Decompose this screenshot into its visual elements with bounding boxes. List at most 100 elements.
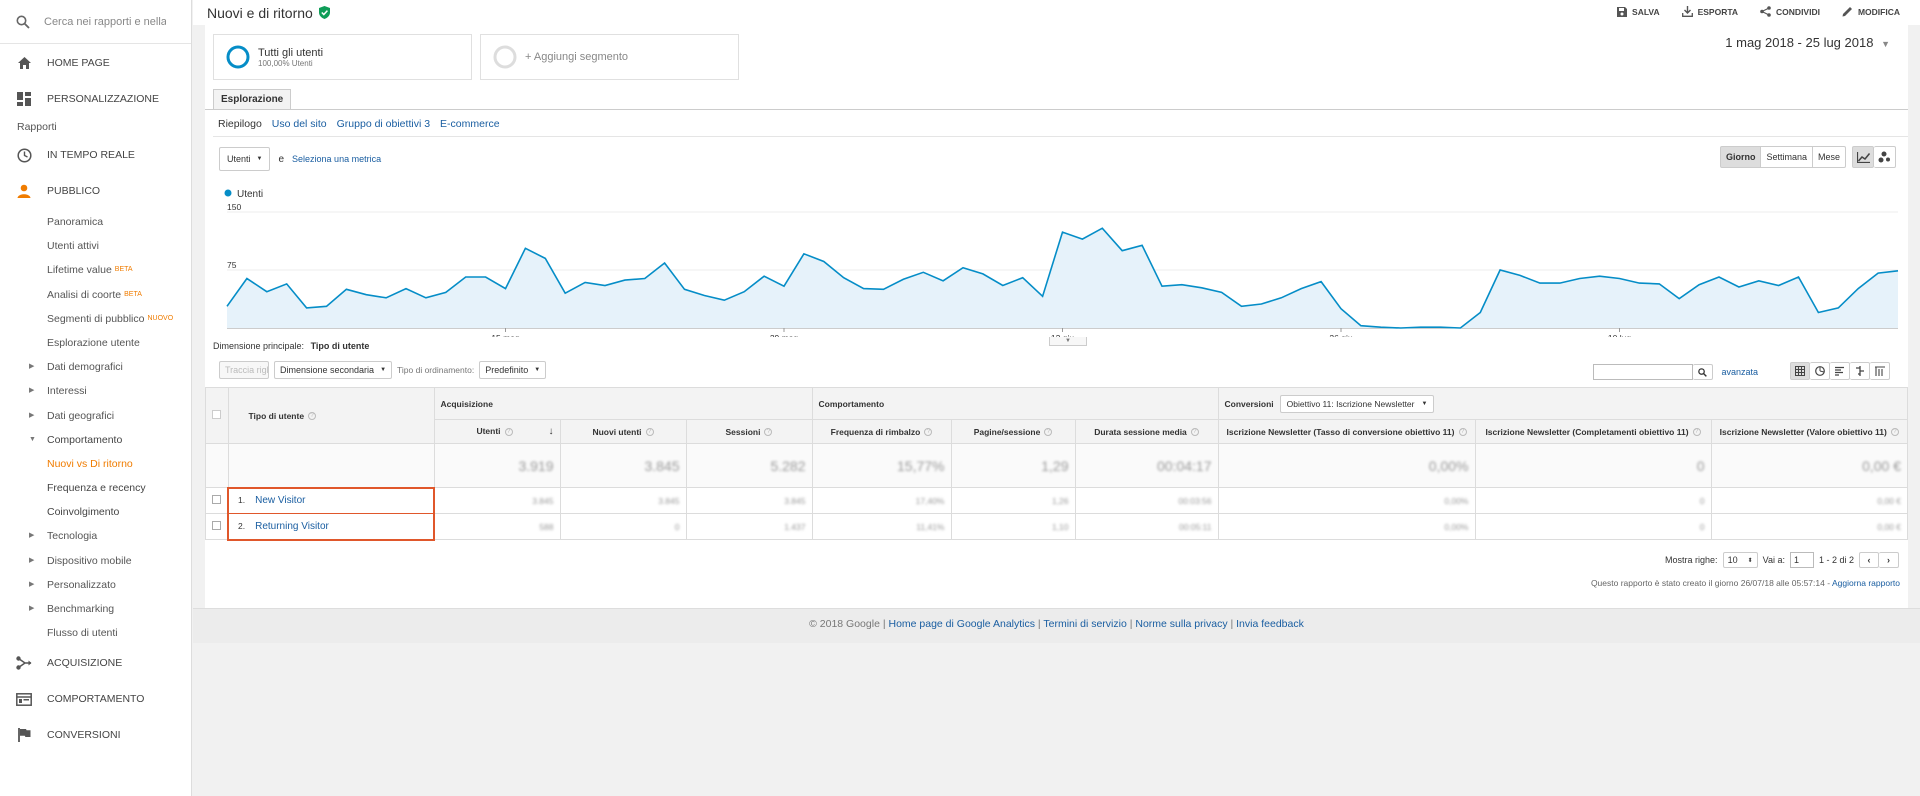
help-icon[interactable]: ? <box>764 428 773 437</box>
export-button[interactable]: ESPORTA <box>1681 6 1738 17</box>
nav-personalizzato[interactable]: ▶ Personalizzato <box>0 573 191 597</box>
help-icon[interactable]: ? <box>1890 428 1899 437</box>
sidebar-search[interactable]: Cerca nei rapporti e nella Gu <box>0 0 191 44</box>
footer-link-terms[interactable]: Termini di servizio <box>1043 618 1127 630</box>
col-header-durata[interactable]: Durata sessione media? <box>1074 419 1219 444</box>
chart-x-labels: 15 mag 29 mag 12 giu 26 giu 10 lug <box>491 328 1631 337</box>
nav-frequenza-recency[interactable]: Frequenza e recency <box>47 482 146 495</box>
rows-per-page-select[interactable]: 10 ⬍ <box>1722 552 1758 568</box>
nav-dati-demografici[interactable]: ▶ Dati demografici <box>0 355 191 379</box>
nav-analisi-coorte[interactable]: Analisi di coorte BETA <box>47 288 142 301</box>
motion-chart-toggle[interactable] <box>1874 146 1896 168</box>
table-view-toggles <box>1790 362 1890 380</box>
col-header-nuovi-utenti[interactable]: Nuovi utenti? <box>559 419 687 444</box>
subtab-gruppo-obiettivi[interactable]: Gruppo di obiettivi 3 <box>336 118 431 130</box>
view-pivot-button[interactable] <box>1870 362 1890 380</box>
nav-utenti-attivi[interactable]: Utenti attivi <box>47 240 99 253</box>
view-comparison-button[interactable] <box>1850 362 1870 380</box>
nav-esplorazione-utente[interactable]: Esplorazione utente <box>47 336 140 349</box>
row-link-new-visitor[interactable]: New Visitor <box>255 495 306 507</box>
col-header-rimbalzo[interactable]: Frequenza di rimbalzo? <box>811 419 952 444</box>
footer-link-home[interactable]: Home page di Google Analytics <box>888 618 1035 630</box>
add-segment-button[interactable]: + Aggiungi segmento <box>480 34 739 80</box>
next-page-button[interactable]: › <box>1879 552 1899 568</box>
goto-page-input[interactable]: 1 <box>1789 552 1814 568</box>
help-icon[interactable]: ? <box>924 428 933 437</box>
period-mese-button[interactable]: Mese <box>1812 146 1846 168</box>
col-header-pagine[interactable]: Pagine/sessione? <box>950 419 1076 444</box>
subtab-uso-sito[interactable]: Uso del sito <box>271 118 327 130</box>
select-metric-link[interactable]: Seleziona una metrica <box>292 154 382 164</box>
nav-home[interactable]: HOME PAGE <box>0 45 191 81</box>
period-settimana-button[interactable]: Settimana <box>1761 146 1813 168</box>
row-checkbox[interactable] <box>212 495 221 504</box>
tab-esplorazione[interactable]: Esplorazione <box>213 89 292 109</box>
nav-conversioni[interactable]: CONVERSIONI <box>0 717 191 753</box>
save-button[interactable]: SALVA <box>1617 6 1660 17</box>
nav-acquisizione[interactable]: ACQUISIZIONE <box>0 645 191 681</box>
line-chart-toggle[interactable] <box>1852 146 1874 168</box>
advanced-filter-link[interactable]: avanzata <box>1721 367 1758 377</box>
nav-panoramica[interactable]: Panoramica <box>47 216 104 228</box>
nav-interessi[interactable]: ▶ Interessi <box>0 379 191 403</box>
nav-tecnologia[interactable]: ▶ Tecnologia <box>0 524 191 548</box>
help-icon[interactable]: ? <box>1692 428 1701 437</box>
date-range-picker[interactable]: 1 mag 2018 - 25 lug 2018 ▼ <box>1725 35 1890 50</box>
nav-dati-geografici[interactable]: ▶ Dati geografici <box>0 404 191 428</box>
view-pie-button[interactable] <box>1810 362 1830 380</box>
x-tick-label: 29 mag <box>770 333 799 337</box>
help-icon[interactable]: ? <box>1044 428 1053 437</box>
subtab-ecommerce[interactable]: E-commerce <box>440 118 500 130</box>
nav-segmenti-pubblico[interactable]: Segmenti di pubblico NUOVO <box>47 312 174 325</box>
col-header-tasso-conv[interactable]: Iscrizione Newsletter (Tasso di conversi… <box>1217 419 1476 444</box>
help-icon[interactable]: ? <box>504 427 513 436</box>
table-search-input[interactable] <box>1593 364 1694 380</box>
view-performance-button[interactable] <box>1830 362 1850 380</box>
edit-button[interactable]: MODIFICA <box>1842 6 1900 17</box>
nav-pubblico[interactable]: PUBBLICO <box>0 173 191 209</box>
nav-dispositivo-mobile[interactable]: ▶ Dispositivo mobile <box>0 549 191 573</box>
segment-all-users[interactable]: Tutti gli utenti 100,00% Utenti <box>213 34 472 80</box>
expand-triangle-icon: ▶ <box>29 411 35 419</box>
view-data-table-button[interactable] <box>1790 362 1810 380</box>
table-row: 2. Returning Visitor 588 0 1.437 11,41% 1… <box>205 513 1908 541</box>
nav-comportamento-sub[interactable]: ▼ Comportamento <box>0 428 191 452</box>
sort-type-select[interactable]: Predefinito ▼ <box>479 361 547 379</box>
nav-realtime[interactable]: IN TEMPO REALE <box>0 137 191 173</box>
dim-header: Tipo di utente? <box>227 387 435 444</box>
download-icon <box>1681 6 1693 17</box>
col-header-valore[interactable]: Iscrizione Newsletter (Valore obiettivo … <box>1710 419 1908 444</box>
period-giorno-button[interactable]: Giorno <box>1719 146 1762 168</box>
row-link-returning-visitor[interactable]: Returning Visitor <box>255 520 329 532</box>
nav-personalizzazione[interactable]: PERSONALIZZAZIONE <box>0 81 191 117</box>
help-icon[interactable]: ? <box>645 428 654 437</box>
prev-page-button[interactable]: ‹ <box>1859 552 1879 568</box>
search-input[interactable]: Cerca nei rapporti e nella Gu <box>44 15 166 28</box>
plot-rows-button[interactable]: Traccia righe <box>219 361 269 379</box>
col-header-completamenti[interactable]: Iscrizione Newsletter (Completamenti obi… <box>1474 419 1712 444</box>
users-line-chart: Utenti 150 75 15 mag 29 mag 12 giu 26 giu 10 … <box>224 189 1899 337</box>
select-all-checkbox[interactable] <box>212 410 222 419</box>
subtab-riepilogo[interactable]: Riepilogo <box>218 118 262 130</box>
chart-collapse-handle[interactable]: ▼ <box>1049 337 1087 346</box>
col-header-sessioni[interactable]: Sessioni? <box>685 419 813 444</box>
goal-select[interactable]: Obiettivo 11: Iscrizione Newsletter ▼ <box>1279 394 1435 413</box>
help-icon[interactable]: ? <box>1190 428 1199 437</box>
nav-benchmarking[interactable]: ▶ Benchmarking <box>0 597 191 621</box>
nav-flusso-utenti[interactable]: Flusso di utenti <box>47 627 118 640</box>
col-header-utenti[interactable]: Utenti? ↓ <box>433 419 561 444</box>
footer-link-privacy[interactable]: Norme sulla privacy <box>1135 618 1228 630</box>
footer-link-feedback[interactable]: Invia feedback <box>1236 618 1304 630</box>
nav-nuovi-vs-ritorno[interactable]: Nuovi vs Di ritorno <box>47 457 133 470</box>
help-icon[interactable]: ? <box>308 412 317 421</box>
refresh-report-link[interactable]: Aggiorna rapporto <box>1831 578 1900 588</box>
nav-coinvolgimento[interactable]: Coinvolgimento <box>47 506 120 519</box>
share-button[interactable]: CONDIVIDI <box>1760 6 1820 17</box>
row-checkbox[interactable] <box>212 521 221 530</box>
secondary-dimension-select[interactable]: Dimensione secondaria ▼ <box>274 361 393 379</box>
nav-lifetime-value[interactable]: Lifetime value BETA <box>47 264 133 277</box>
help-icon[interactable]: ? <box>1458 428 1467 437</box>
nav-comportamento[interactable]: COMPORTAMENTO <box>0 681 191 717</box>
metric-select[interactable]: Utenti ▼ <box>219 147 271 171</box>
table-search-button[interactable] <box>1693 364 1714 380</box>
